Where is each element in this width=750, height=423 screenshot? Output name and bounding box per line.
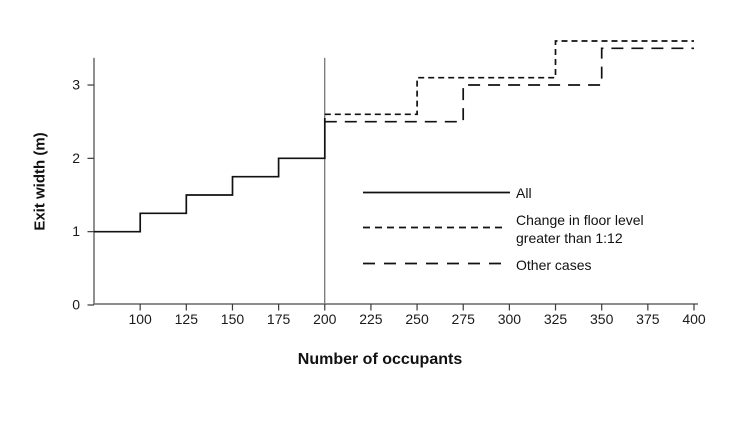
x-tick-label: 250: [405, 311, 429, 327]
y-axis-title: Exit width (m): [31, 132, 49, 231]
x-tick-label: 375: [636, 311, 660, 327]
x-tick-label: 400: [682, 311, 706, 327]
series-line-1: [324, 40, 694, 116]
series-line-2: [324, 47, 694, 123]
x-tick-label: 100: [128, 311, 152, 327]
x-tick-label: 200: [313, 311, 337, 327]
legend-label-other-cases: Other cases: [516, 257, 592, 273]
x-tick-label: 125: [175, 311, 199, 327]
y-tick-label: 0: [72, 297, 80, 313]
x-tick-label: 350: [590, 311, 614, 327]
x-axis-title: Number of occupants: [297, 351, 463, 368]
legend-line-other-cases: [363, 262, 508, 265]
x-tick-label: 150: [221, 311, 245, 327]
x-tick-label: 275: [452, 311, 476, 327]
x-tick-label: 175: [267, 311, 291, 327]
legend-line-all: [363, 191, 510, 194]
legend-label-all: All: [516, 185, 532, 201]
x-tick-label: 225: [359, 311, 383, 327]
y-tick-label: 1: [72, 223, 80, 239]
legend-label-floor-level-change: Change in floor level greater than 1:12: [516, 212, 644, 246]
y-tick-label: 3: [72, 77, 80, 93]
series-line-0: [94, 118, 326, 233]
y-tick-label: 2: [72, 150, 80, 166]
legend-line-floor-level-change: [363, 226, 503, 229]
x-tick-label: 325: [544, 311, 568, 327]
x-tick-label: 300: [498, 311, 522, 327]
